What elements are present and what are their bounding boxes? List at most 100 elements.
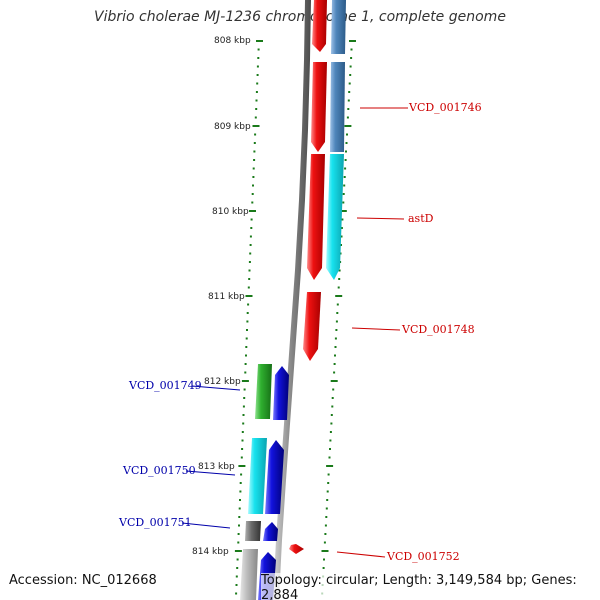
gene-cyan-astd[interactable] <box>326 154 344 280</box>
gene-red-top[interactable] <box>312 0 327 52</box>
minor-tick <box>331 397 334 399</box>
minor-tick <box>238 524 240 527</box>
topology-summary: Topology: circular; Length: 3,149,584 bp… <box>261 573 600 600</box>
minor-tick <box>333 371 336 374</box>
gene-label-vcd001749[interactable]: VCD_001749 <box>128 379 202 392</box>
gene-blue-vcd001750[interactable] <box>265 440 284 514</box>
gene-green-vcd001749[interactable] <box>255 364 272 419</box>
minor-tick <box>245 354 247 357</box>
minor-tick <box>333 363 336 365</box>
minor-tick <box>349 65 352 68</box>
minor-tick <box>334 346 337 348</box>
minor-tick <box>247 286 250 289</box>
minor-tick <box>331 405 334 408</box>
minor-tick <box>327 482 330 484</box>
scale-label-810: 810 kbp <box>212 207 249 217</box>
minor-tick <box>340 227 343 229</box>
major-tick <box>326 465 334 467</box>
scale-label-814: 814 kbp <box>192 547 229 557</box>
gene-label-vcd001751[interactable]: VCD_001751 <box>118 516 192 529</box>
minor-tick <box>246 320 249 323</box>
minor-tick <box>248 261 251 263</box>
gene-red-vcd001748[interactable] <box>303 292 321 361</box>
gene-steelblue-vcd001746[interactable] <box>330 62 345 152</box>
gene-red-vcd001746[interactable] <box>311 62 327 152</box>
minor-tick <box>350 48 353 51</box>
minor-tick <box>241 439 244 442</box>
minor-tick <box>335 329 338 331</box>
minor-tick <box>253 159 256 161</box>
minor-tick <box>328 456 331 459</box>
gene-red-astd[interactable] <box>307 154 325 280</box>
gene-label-vcd001748[interactable]: VCD_001748 <box>401 323 475 336</box>
minor-tick <box>251 201 254 204</box>
minor-tick <box>345 142 348 144</box>
gene-label-vcd001746[interactable]: VCD_001746 <box>408 101 482 114</box>
gene-blue-vcd001751[interactable] <box>263 522 278 541</box>
gene-blue-vcd001749[interactable] <box>273 366 289 420</box>
major-tick <box>330 380 338 382</box>
minor-tick <box>241 431 244 433</box>
minor-tick <box>243 397 246 399</box>
gene-lightgrey-bottom[interactable] <box>240 549 258 600</box>
minor-tick <box>332 388 335 391</box>
major-tick <box>241 380 249 382</box>
minor-tick <box>322 567 325 569</box>
label-leader-lines <box>181 107 408 558</box>
major-tick <box>249 210 256 212</box>
minor-tick <box>241 448 244 450</box>
minor-tick <box>242 405 245 408</box>
minor-tick <box>326 499 329 501</box>
minor-tick <box>349 74 352 76</box>
major-tick <box>234 550 242 552</box>
gene-label-vcd001750[interactable]: VCD_001750 <box>122 464 196 477</box>
minor-tick <box>347 99 350 102</box>
scale-label-812: 812 kbp <box>204 377 241 387</box>
minor-tick <box>340 244 342 246</box>
minor-tick <box>255 108 258 110</box>
major-tick <box>252 125 260 127</box>
minor-tick <box>325 507 328 510</box>
major-tick <box>344 125 352 127</box>
map-title: Vibrio cholerae MJ-1236 chromosome 1, co… <box>94 9 506 25</box>
minor-tick <box>350 57 353 59</box>
minor-tick <box>239 482 242 484</box>
minor-tick <box>338 278 341 280</box>
gene-cyan-vcd001750[interactable] <box>248 438 267 514</box>
major-tick <box>321 550 329 552</box>
minor-tick <box>252 184 254 187</box>
major-tick <box>335 295 343 297</box>
major-tick <box>339 210 347 212</box>
minor-tick <box>244 371 247 374</box>
minor-tick <box>249 252 252 255</box>
minor-tick <box>257 48 260 51</box>
major-tick <box>349 40 356 42</box>
minor-tick <box>324 524 327 527</box>
minor-tick <box>348 82 351 85</box>
minor-tick <box>250 218 253 221</box>
minor-tick <box>343 176 346 178</box>
minor-tick <box>237 541 240 544</box>
minor-tick <box>239 499 241 501</box>
minor-tick <box>242 414 245 416</box>
gene-label-astd[interactable]: astD <box>408 212 434 225</box>
minor-tick <box>256 74 259 76</box>
minor-tick <box>342 201 345 204</box>
minor-tick <box>237 533 240 535</box>
gene-red-vcd001752[interactable] <box>289 544 304 554</box>
minor-tick <box>347 108 350 110</box>
minor-tick <box>254 116 257 119</box>
minor-tick <box>245 346 248 348</box>
gene-steelblue-top[interactable] <box>331 0 346 54</box>
minor-tick <box>334 337 337 340</box>
minor-tick <box>344 159 347 161</box>
minor-tick <box>253 150 256 153</box>
minor-tick <box>244 363 247 365</box>
minor-tick <box>329 448 331 450</box>
minor-tick <box>324 533 327 535</box>
gene-label-vcd001752[interactable]: VCD_001752 <box>386 550 460 563</box>
minor-tick <box>249 244 252 246</box>
minor-tick <box>249 235 252 238</box>
gene-grey-vcd001751[interactable] <box>245 521 261 541</box>
scale-ticks-right <box>321 40 356 595</box>
